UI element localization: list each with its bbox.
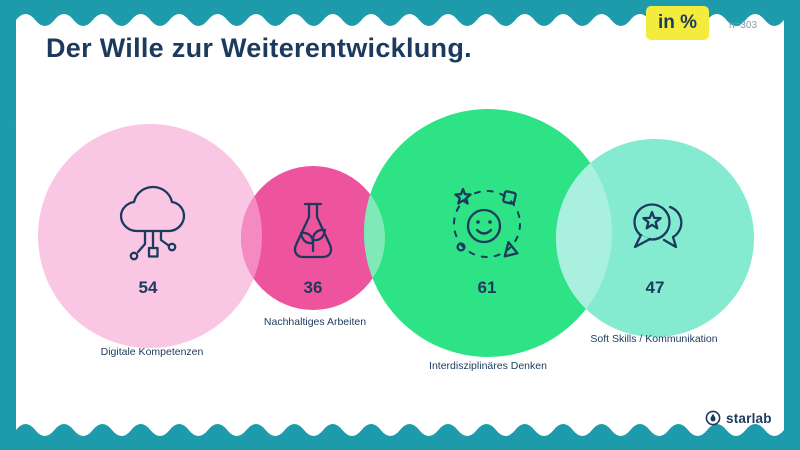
bubble-value: 54 <box>138 278 158 297</box>
unit-badge: in % <box>646 6 710 40</box>
bubble-soft-skills-kommunikation <box>556 139 754 337</box>
bubble-label: Interdisziplinäres Denken <box>429 360 547 372</box>
bubble-label: Nachhaltiges Arbeiten <box>263 316 367 328</box>
bubble-digitale-kompetenzen <box>38 124 262 348</box>
smiley-shapes-icon <box>453 187 521 258</box>
chat-bubbles-star-icon <box>633 203 683 249</box>
brand-name: starlab <box>726 410 772 426</box>
bubble-value: 36 <box>303 278 323 297</box>
bubble-label: Digitale Kompetenzen <box>100 346 204 358</box>
bubble-value: 47 <box>645 278 665 297</box>
flask-leaves-icon <box>293 202 333 259</box>
page-title: Der Wille zur Weiterentwicklung. <box>46 33 472 63</box>
sample-size: n=303 <box>729 20 758 31</box>
bubble-label: Soft Skills / Kommunikation <box>590 333 718 345</box>
bubble-value: 61 <box>477 278 497 297</box>
drop-icon <box>705 410 721 426</box>
cloud-network-icon <box>119 185 186 261</box>
starlab-logo: starlab <box>705 410 772 426</box>
